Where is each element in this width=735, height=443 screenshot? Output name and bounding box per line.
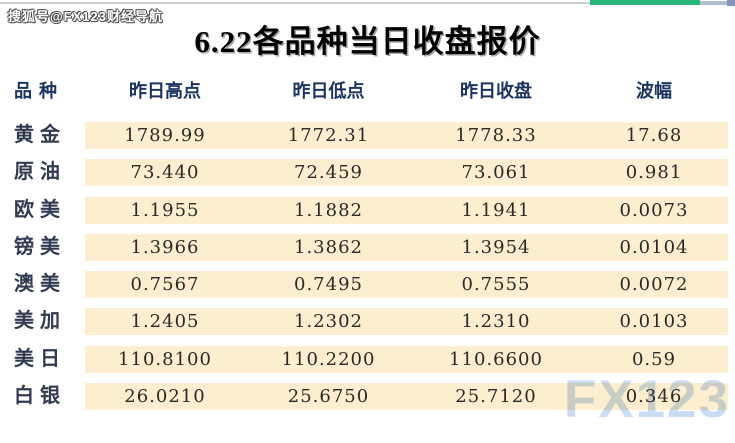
- table-row: 欧美 1.1955 1.1882 1.1941 0.0073: [0, 196, 728, 224]
- row-label: 美日: [0, 345, 85, 373]
- row-label: 澳美: [0, 271, 85, 299]
- row-label: 白银: [0, 383, 85, 411]
- cell-close: 73.061: [461, 162, 531, 184]
- cell-range: 0.59: [631, 348, 677, 370]
- row-label: 欧美: [0, 196, 85, 224]
- page-title: 6.22各品种当日收盘报价: [194, 24, 541, 59]
- cell-high: 1.3966: [130, 236, 200, 258]
- header-yesterday-low: 昨日低点: [292, 81, 365, 101]
- cell-close: 1.1941: [461, 199, 531, 221]
- row-band: 1789.99 1772.31 1778.33 17.68: [85, 122, 728, 149]
- row-label: 原油: [0, 159, 85, 187]
- cell-high: 1789.99: [124, 125, 206, 146]
- cell-range: 0.0104: [619, 236, 689, 258]
- cell-low: 1.2302: [294, 311, 363, 333]
- table-header-row: 品种 昨日高点 昨日低点 昨日收盘 波幅: [0, 79, 728, 103]
- progress-bar-green: [590, 0, 700, 5]
- cell-close: 25.7120: [455, 386, 537, 408]
- cell-low: 1.3862: [294, 236, 363, 258]
- header-range: 波幅: [636, 81, 672, 101]
- row-band: 1.3966 1.3862 1.3954 0.0104: [85, 233, 728, 261]
- table-row: 黄金 1789.99 1772.31 1778.33 17.68: [0, 122, 728, 149]
- cell-range: 0.346: [625, 386, 683, 408]
- cell-low: 25.6750: [287, 386, 370, 408]
- cell-high: 110.8100: [118, 348, 212, 370]
- progress-bar-cap: [727, 0, 735, 6]
- table-body: 黄金 1789.99 1772.31 1778.33 17.68 原油 73.4…: [0, 122, 728, 411]
- cell-range: 0.0073: [619, 199, 689, 221]
- cell-low: 72.459: [294, 162, 363, 184]
- cell-close: 1.2310: [461, 311, 531, 333]
- header-yesterday-high: 昨日高点: [129, 81, 201, 101]
- cell-low: 0.7495: [294, 274, 363, 296]
- row-band: 1.2405 1.2302 1.2310 0.0103: [85, 308, 728, 336]
- cell-high: 1.1955: [130, 199, 200, 221]
- row-label: 镑美: [0, 233, 85, 261]
- row-band: 73.440 72.459 73.061 0.981: [85, 159, 728, 187]
- brand-watermark: FX123: [563, 370, 730, 429]
- table-row: 澳美 0.7567 0.7495 0.7555 0.0072: [0, 271, 728, 299]
- row-label: 美加: [0, 308, 85, 336]
- cell-close: 1778.33: [455, 125, 537, 146]
- row-band: 26.0210 25.6750 25.7120 0.346: [85, 383, 728, 411]
- cell-high: 73.440: [130, 162, 200, 184]
- cell-range: 0.981: [625, 162, 683, 184]
- cell-close: 1.3954: [461, 236, 531, 258]
- table-row: 美加 1.2405 1.2302 1.2310 0.0103: [0, 308, 728, 336]
- top-divider-line: [0, 2, 735, 4]
- cell-low: 110.2200: [281, 348, 376, 370]
- cell-close: 0.7555: [461, 274, 531, 296]
- source-watermark: 搜狐号@FX123财经导航: [8, 9, 163, 24]
- cell-range: 0.0072: [619, 274, 689, 296]
- row-band: 1.1955 1.1882 1.1941 0.0073: [85, 196, 728, 224]
- row-band: 0.7567 0.7495 0.7555 0.0072: [85, 271, 728, 299]
- table-row: 原油 73.440 72.459 73.061 0.981: [0, 159, 728, 187]
- cell-range: 17.68: [625, 125, 683, 146]
- header-yesterday-close: 昨日收盘: [460, 81, 532, 101]
- table-row: 白银 26.0210 25.6750 25.7120 0.346: [0, 383, 728, 411]
- row-band: 110.8100 110.2200 110.6600 0.59: [85, 345, 728, 373]
- progress-bar-track: [700, 1, 735, 5]
- table-row: 镑美 1.3966 1.3862 1.3954 0.0104: [0, 233, 728, 261]
- table-row: 美日 110.8100 110.2200 110.6600 0.59: [0, 345, 728, 373]
- cell-high: 1.2405: [130, 311, 200, 333]
- cell-high: 26.0210: [124, 386, 206, 408]
- cell-high: 0.7567: [130, 274, 200, 296]
- cell-low: 1.1882: [294, 199, 363, 221]
- cell-close: 110.6600: [449, 348, 543, 370]
- row-label: 黄金: [0, 122, 85, 149]
- header-product: 品种: [14, 81, 64, 101]
- cell-low: 1772.31: [287, 125, 370, 146]
- cell-range: 0.0103: [619, 311, 689, 333]
